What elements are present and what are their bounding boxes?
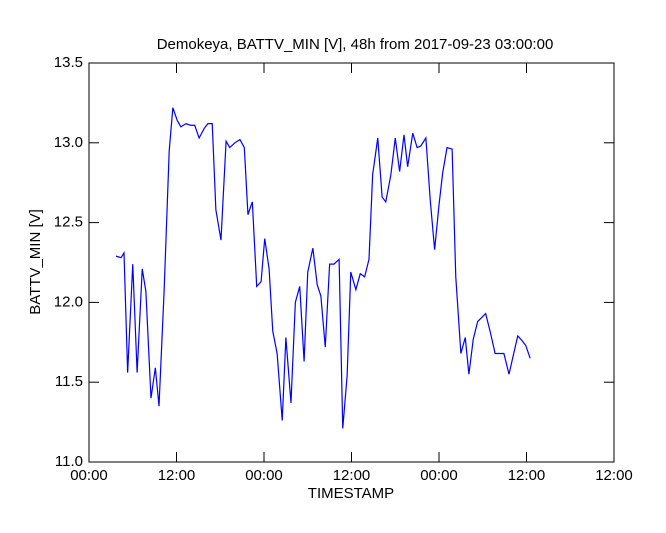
plot-frame bbox=[88, 62, 615, 463]
y-tick-label: 13.5 bbox=[54, 54, 83, 71]
x-axis-label: TIMESTAMP bbox=[308, 485, 394, 502]
x-tick-label: 00:00 bbox=[420, 467, 458, 484]
x-tick-label: 00:00 bbox=[70, 467, 108, 484]
y-tick-label: 13.0 bbox=[54, 134, 83, 151]
x-tick-label: 12:00 bbox=[508, 467, 546, 484]
data-line bbox=[115, 107, 531, 429]
chart-title: Demokeya, BATTV_MIN [V], 48h from 2017-0… bbox=[157, 36, 554, 53]
x-tick-label: 12:00 bbox=[333, 467, 371, 484]
y-tick-label: 11.0 bbox=[55, 453, 83, 470]
y-tick-label: 12.5 bbox=[54, 214, 83, 231]
y-axis-label: BATTV_MIN [V] bbox=[27, 209, 44, 315]
y-tick-label: 12.0 bbox=[54, 293, 83, 310]
x-tick-label: 12:00 bbox=[595, 467, 633, 484]
x-tick-label: 00:00 bbox=[245, 467, 283, 484]
x-tick-label: 12:00 bbox=[158, 467, 196, 484]
y-tick-label: 11.5 bbox=[55, 373, 83, 390]
